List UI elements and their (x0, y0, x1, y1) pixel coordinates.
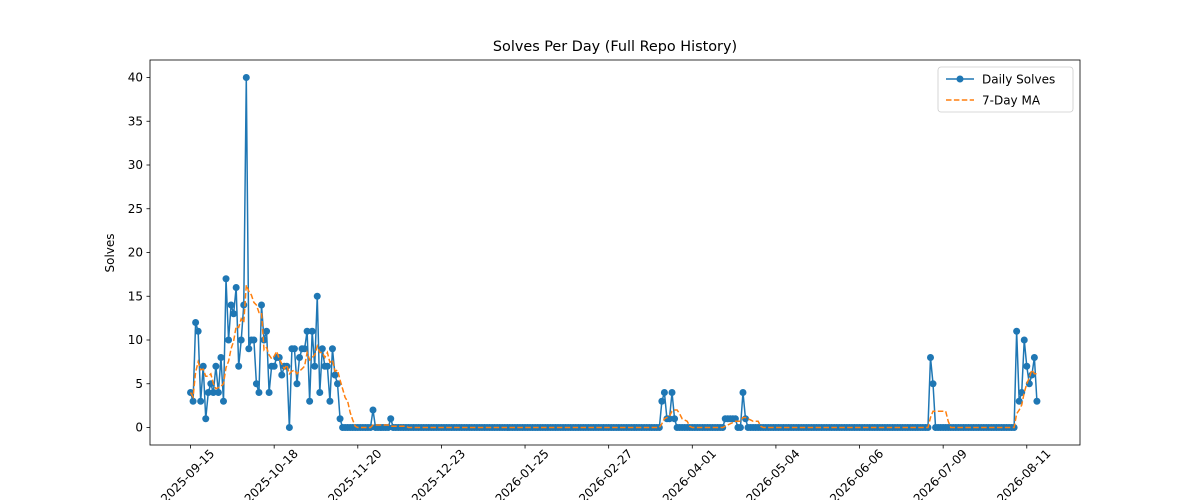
data-point (278, 371, 286, 379)
data-point (214, 389, 222, 396)
data-point (316, 389, 324, 396)
data-point (245, 345, 253, 353)
data-point (929, 380, 937, 388)
data-point (739, 389, 747, 396)
legend-marker (956, 75, 964, 83)
data-point (665, 415, 673, 423)
legend-label: 7-Day MA (982, 94, 1041, 108)
data-point (194, 327, 202, 335)
data-point (1013, 327, 1021, 335)
data-point (1023, 362, 1031, 370)
data-point (668, 389, 676, 396)
data-point (212, 362, 220, 370)
data-point (313, 292, 321, 300)
data-point (1020, 336, 1028, 344)
data-point (202, 415, 210, 423)
y-axis-label: Solves (103, 233, 117, 272)
data-point (296, 354, 304, 361)
data-point (197, 397, 205, 405)
data-point (334, 380, 342, 388)
data-point (658, 397, 666, 405)
data-point (384, 424, 392, 431)
data-point (331, 371, 339, 379)
data-point (387, 415, 395, 423)
chart-title: Solves Per Day (Full Repo History) (493, 39, 737, 55)
data-point (731, 415, 739, 423)
data-point (671, 415, 679, 423)
data-point (308, 327, 316, 335)
data-point (263, 327, 271, 335)
y-tick-label: 35 (128, 114, 143, 128)
y-tick-label: 15 (128, 289, 143, 303)
data-point (326, 397, 334, 405)
data-point (217, 354, 225, 361)
data-point (742, 415, 750, 423)
data-point (225, 336, 233, 344)
data-point (255, 389, 263, 396)
data-point (265, 389, 273, 396)
data-point (303, 327, 311, 335)
data-point (192, 319, 200, 326)
data-point (275, 354, 283, 361)
data-point (926, 354, 934, 361)
data-point (1033, 397, 1041, 405)
data-point (306, 397, 314, 405)
data-point (242, 74, 250, 81)
y-tick-label: 10 (128, 333, 143, 347)
data-point (290, 345, 298, 353)
y-tick-label: 5 (135, 377, 143, 391)
data-point (293, 380, 301, 388)
data-point (235, 362, 243, 370)
data-point (250, 336, 258, 344)
data-point (1015, 397, 1023, 405)
data-point (311, 362, 319, 370)
data-point (1025, 380, 1033, 388)
plot-area (187, 74, 1041, 431)
data-point (270, 362, 278, 370)
data-point (252, 380, 260, 388)
data-point (232, 284, 240, 291)
y-tick-label: 25 (128, 202, 143, 216)
data-point (227, 301, 235, 309)
data-point (660, 389, 668, 396)
data-point (318, 345, 326, 353)
data-point (209, 389, 217, 396)
data-point (189, 397, 197, 405)
data-point (301, 345, 309, 353)
series-line (189, 284, 1037, 429)
data-point (1030, 354, 1038, 361)
data-point (736, 424, 744, 431)
data-point (222, 275, 230, 283)
data-point (199, 362, 207, 370)
data-point (230, 310, 238, 318)
data-point (328, 345, 336, 353)
legend-label: Daily Solves (982, 73, 1055, 87)
data-point (237, 336, 245, 344)
data-point (240, 301, 248, 309)
y-tick-label: 0 (135, 421, 143, 435)
y-tick-label: 40 (128, 71, 143, 85)
data-point (285, 424, 293, 431)
data-point (219, 397, 227, 405)
y-tick-label: 20 (128, 246, 143, 260)
axes-frame (149, 59, 1081, 446)
data-point (369, 406, 377, 414)
data-point (323, 362, 331, 370)
data-point (204, 389, 212, 396)
data-point (257, 301, 265, 309)
data-point (336, 415, 344, 423)
y-tick-label: 30 (128, 158, 143, 172)
